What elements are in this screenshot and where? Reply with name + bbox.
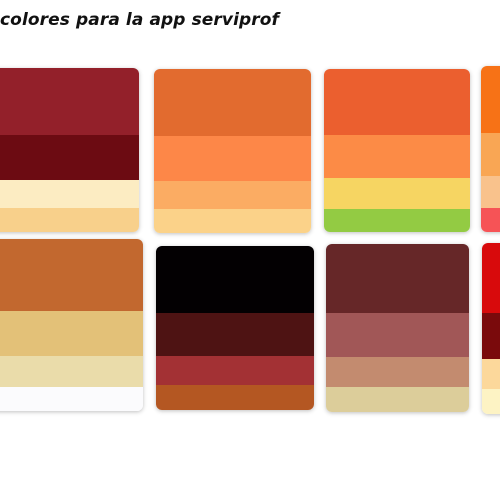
color-swatch[interactable] [156,385,314,410]
color-palette-2[interactable] [154,69,311,233]
color-swatch[interactable] [326,357,469,387]
color-swatch[interactable] [481,66,500,133]
color-swatch[interactable] [482,359,500,389]
color-swatch[interactable] [482,313,500,359]
color-swatch[interactable] [0,135,139,180]
color-swatch[interactable] [481,176,500,208]
color-swatch[interactable] [481,133,500,176]
color-swatch[interactable] [324,209,470,232]
color-swatch[interactable] [0,239,143,311]
color-swatch[interactable] [156,313,314,356]
page-title: colores para la app serviprof [0,10,280,30]
color-swatch[interactable] [326,313,469,357]
color-palette-8[interactable] [482,243,500,414]
color-swatch[interactable] [482,243,500,313]
color-swatch[interactable] [154,181,311,209]
color-swatch[interactable] [154,69,311,136]
color-swatch[interactable] [324,135,470,178]
color-swatch[interactable] [0,356,143,387]
color-swatch[interactable] [326,244,469,313]
color-swatch[interactable] [324,69,470,135]
color-swatch[interactable] [324,178,470,209]
color-palette-4[interactable] [481,66,500,232]
color-swatch[interactable] [481,208,500,232]
color-swatch[interactable] [0,311,143,356]
color-palette-6[interactable] [156,246,314,410]
color-swatch[interactable] [154,209,311,233]
color-swatch[interactable] [326,387,469,412]
color-swatch[interactable] [0,68,139,135]
color-swatch[interactable] [0,180,139,208]
color-palette-1[interactable] [0,68,139,232]
color-swatch[interactable] [156,246,314,313]
color-swatch[interactable] [156,356,314,385]
color-swatch[interactable] [0,208,139,232]
color-palette-3[interactable] [324,69,470,232]
color-swatch[interactable] [0,387,143,411]
color-swatch[interactable] [154,136,311,181]
color-palette-5[interactable] [0,239,143,411]
color-palette-7[interactable] [326,244,469,412]
color-swatch[interactable] [482,389,500,414]
